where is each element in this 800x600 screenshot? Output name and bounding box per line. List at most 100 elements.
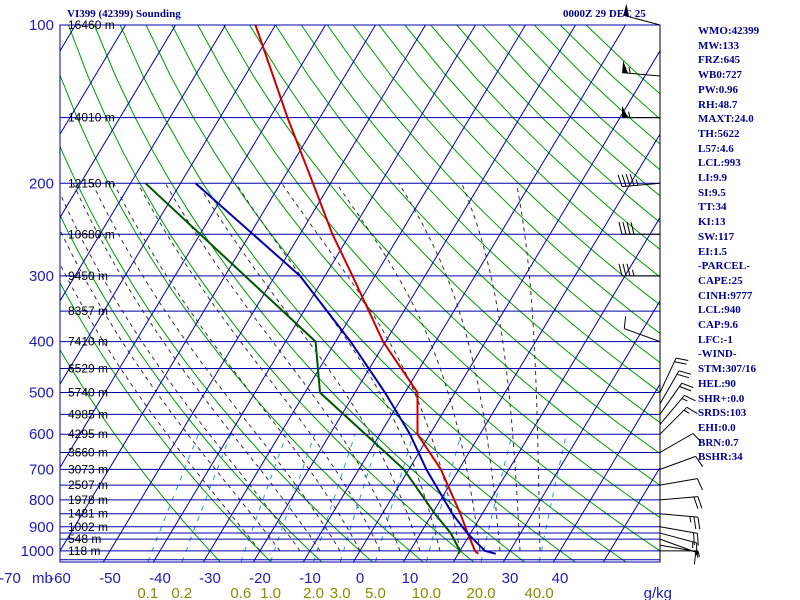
wind-barb-shaft <box>659 433 694 453</box>
mixing-ratio-line <box>147 434 199 562</box>
wind-barb-feather <box>618 263 623 277</box>
dry-adiabat <box>326 25 660 364</box>
dry-adiabat <box>60 73 424 562</box>
pressure-tick-label: 700 <box>29 461 54 478</box>
axis-labels: 1002003004005006007008009001000-80-70-60… <box>0 17 672 600</box>
pressure-tick-label: 300 <box>29 268 54 285</box>
mixing-ratio-label: 0.2 <box>171 585 192 600</box>
mixing-ratio-line <box>181 434 232 562</box>
temperature-tick-label: -10 <box>299 570 321 587</box>
temperature-tick-label: -20 <box>249 570 271 587</box>
wind-barb-half-feather <box>635 179 639 186</box>
index-item: LCL:993 <box>698 157 741 170</box>
temperature-tick-label: 40 <box>552 570 569 587</box>
wind-barb-shaft <box>659 478 698 486</box>
pressure-tick-label: 400 <box>29 334 54 351</box>
index-item: STM:307/16 <box>698 363 757 376</box>
moist-adiabat <box>164 183 401 552</box>
pressure-tick-label: 600 <box>29 426 54 443</box>
wind-barb-feather <box>695 456 704 467</box>
dry-adiabat <box>171 25 660 552</box>
wind-barb-shaft <box>659 532 697 544</box>
moist-adiabat <box>197 183 421 552</box>
isotherm <box>352 49 660 562</box>
wind-barb-shaft <box>659 406 688 435</box>
dry-adiabat <box>404 25 660 278</box>
moist-adiabat <box>91 183 341 552</box>
dry-adiabat <box>67 25 475 562</box>
isotherm <box>60 25 276 386</box>
isotherm <box>452 216 660 562</box>
wind-barb <box>623 316 661 343</box>
moist-adiabat <box>60 262 261 552</box>
index-item: LI:9.9 <box>698 172 728 185</box>
isotherm <box>502 299 660 562</box>
wind-barb-feather <box>681 382 694 389</box>
chart-title: VI399 (42399) Sounding <box>67 8 181 20</box>
index-item: BRN:0.7 <box>698 436 739 449</box>
wind-barbs <box>617 3 704 565</box>
dry-adiabat <box>93 25 525 562</box>
index-item: TT:34 <box>698 201 727 214</box>
index-item: KI:13 <box>698 216 726 229</box>
mixing-ratio-label: 10.0 <box>412 585 441 600</box>
index-item: L57:4.6 <box>698 142 734 155</box>
moist-adiabat <box>398 183 501 551</box>
mixing-ratio-label: 0.1 <box>137 585 158 600</box>
mixing-ratio-label: 1.0 <box>260 585 281 600</box>
dewpoint-profile <box>144 182 462 555</box>
isotherm <box>0 25 26 562</box>
dry-adiabat <box>275 25 660 424</box>
wind-barb <box>618 222 661 235</box>
height-label: 3073 m <box>68 462 108 476</box>
index-item: SRDS:103 <box>698 407 747 420</box>
isotherm <box>60 25 226 302</box>
index-item: RH:48.7 <box>698 98 738 111</box>
wind-barb-feather <box>697 496 703 509</box>
dry-adiabat <box>60 214 323 562</box>
index-item: HEL:90 <box>698 377 736 390</box>
mixing-ratio-line <box>480 434 513 562</box>
index-item: EI:1.5 <box>698 245 728 258</box>
height-label: 118 m <box>68 544 100 558</box>
pressure-tick-label: 1000 <box>21 543 54 560</box>
temperature-tick-label: -30 <box>199 570 221 587</box>
height-label: 1978 m <box>68 493 108 507</box>
wind-barb <box>659 455 704 470</box>
height-label: 4295 m <box>68 427 108 441</box>
wind-barb-feather <box>623 316 627 329</box>
dry-adiabat <box>249 25 660 455</box>
height-label: 2507 m <box>68 478 108 492</box>
temperature-tick-label: -60 <box>49 570 71 587</box>
index-item: WB0:727 <box>698 69 742 82</box>
isotherm <box>60 25 376 552</box>
height-label: 1002 m <box>68 520 108 534</box>
wind-barb-shaft <box>659 496 698 501</box>
isotherm <box>302 25 626 562</box>
wind-barb-feather <box>686 406 698 415</box>
wind-barb <box>617 173 661 188</box>
stability-indices-panel: WMO:42399 MW:133 FRZ:645 WB0:727 PW:0.96 RH:4… <box>698 24 798 465</box>
index-item: LFC:-1 <box>698 333 733 346</box>
dry-adiabat <box>145 25 627 562</box>
wind-barb <box>659 357 689 393</box>
wind-barb-shaft <box>622 182 661 188</box>
mixing-ratio-label: 20.0 <box>466 585 495 600</box>
wind-barb-feather <box>630 222 635 235</box>
temperature-tick-label: -70 <box>0 570 21 587</box>
temperature-tick-label: -40 <box>149 570 171 587</box>
isotherm <box>60 25 176 219</box>
height-label: 12150 m <box>68 176 115 190</box>
wind-barb-shaft <box>622 72 661 77</box>
wind-barb-shaft <box>624 328 661 343</box>
wind-barb-feather <box>696 533 699 546</box>
wind-barb-feather <box>622 222 627 235</box>
dry-adiabat <box>300 25 660 393</box>
wind-barb <box>659 532 698 556</box>
index-item: CAPE:25 <box>698 274 743 287</box>
dry-adiabat <box>378 25 660 306</box>
isotherm <box>252 25 576 562</box>
mixing-ratio-line <box>425 434 462 562</box>
wind-barb <box>622 60 661 77</box>
mixing-ratio-line <box>538 434 567 562</box>
